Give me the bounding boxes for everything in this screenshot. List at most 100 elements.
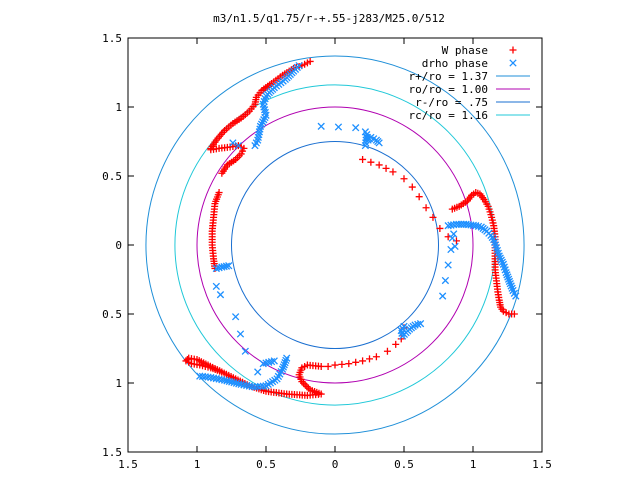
w-phase-point (375, 161, 383, 169)
drho-phase-point (444, 222, 452, 230)
drho-phase-point (281, 358, 289, 367)
drho-phase-point (254, 383, 262, 391)
drho-phase-point (416, 320, 425, 328)
w-phase-point (392, 340, 400, 348)
drho-phase-point (262, 111, 270, 119)
w-phase-point (207, 146, 215, 154)
drho-phase-point (245, 382, 254, 390)
drho-phase-point (280, 361, 288, 369)
drho-phase-point (254, 133, 262, 142)
drho-phase-point (255, 130, 263, 139)
drho-phase-point (251, 141, 259, 150)
drho-phase-point (448, 234, 456, 242)
w-phase-point (422, 204, 430, 212)
w-phase-point (211, 264, 219, 272)
x-tick-label: 0 (332, 458, 339, 471)
w-phase-point (359, 155, 367, 163)
circle-1 (196, 106, 474, 384)
drho-phase-point (229, 139, 237, 147)
drho-phase-point (234, 141, 243, 150)
w-phase-point (367, 158, 375, 166)
legend-label: r+/ro = 1.37 (409, 70, 488, 83)
drho-phase-point (259, 360, 267, 368)
drho-phase-point (196, 372, 204, 380)
drho-phase-point (251, 383, 259, 391)
y-tick-label: 1 (115, 101, 122, 114)
drho-phase-point (512, 292, 520, 300)
w-phase-point (324, 362, 332, 370)
drho-phase-point (215, 375, 223, 383)
x-tick-label: 1 (194, 458, 201, 471)
legend-label: W phase (442, 44, 488, 57)
drho-phase-point (438, 292, 447, 300)
drho-phase-point (502, 268, 510, 277)
drho-phase-point (447, 221, 455, 229)
drho-phase-point (505, 277, 514, 286)
w-phase-point (306, 57, 314, 65)
w-phase-point (510, 310, 518, 318)
w-phase-point (331, 361, 339, 369)
y-tick-label: 1.5 (102, 32, 122, 45)
drho-phase-point (254, 368, 262, 376)
legend-label: drho phase (422, 57, 488, 70)
drho-phase-point (241, 347, 249, 355)
drho-phase-point (259, 118, 267, 126)
drho-phase-point (231, 313, 240, 321)
w-phase-point (359, 357, 367, 365)
drho-phase-point (212, 282, 220, 291)
drho-phase-point (361, 128, 370, 136)
x-tick-label: 0.5 (256, 458, 276, 471)
w-phase-point (383, 347, 391, 355)
drho-phase-point (212, 264, 220, 273)
w-phase-point (389, 168, 397, 176)
drho-phase-point (248, 382, 256, 391)
drho-phase-point (451, 242, 459, 251)
w-phase-point (301, 381, 309, 389)
legend-label: rc/ro = 1.16 (409, 109, 488, 122)
w-phase-point (303, 383, 311, 391)
drho-phase-point (255, 128, 264, 136)
x-tick-label: 0.5 (394, 458, 414, 471)
x-tick-label: 1.5 (532, 458, 552, 471)
drho-phase-point (447, 245, 455, 254)
chart-title: m3/n1.5/q1.75/r-+.55-j283/M25.0/512 (213, 12, 445, 25)
w-phase-point (372, 353, 380, 361)
drho-phase-point (441, 276, 450, 285)
drho-phase-point (261, 113, 269, 122)
x-tick-label: 1.5 (118, 458, 138, 471)
y-tick-label: 1.5 (102, 446, 122, 459)
drho-phase-point (256, 122, 265, 130)
drho-phase-point (279, 363, 288, 371)
y-tick-label: 0 (115, 239, 122, 252)
drho-phase-point (450, 230, 458, 238)
w-phase-point (352, 358, 360, 366)
drho-phase-point (498, 258, 506, 266)
drho-phase-point (256, 125, 264, 133)
w-phase-point (452, 237, 460, 245)
w-phase-point (415, 193, 423, 201)
w-phase-point (400, 175, 408, 183)
drho-phase-point (212, 374, 220, 383)
legend-swatch (509, 46, 517, 54)
drho-phase-point (506, 279, 514, 288)
drho-phase-point (504, 275, 513, 283)
legend-label: ro/ro = 1.00 (409, 83, 488, 96)
drho-phase-point (257, 120, 266, 128)
legend-label: r-/ro = .75 (415, 96, 488, 109)
drho-phase-point (334, 123, 343, 131)
w-phase-point (397, 335, 405, 343)
w-phase-point (429, 213, 437, 221)
axis-ticks: 1.5 1 0.5 0 0.5 1 1.51.510.500.511.5 (102, 32, 552, 471)
w-phase-point (408, 183, 416, 191)
drho-phase-point (495, 252, 503, 260)
drho-phase-series (196, 61, 520, 391)
w-phase-point (218, 368, 226, 376)
drho-phase-point (209, 374, 218, 382)
drho-phase-point (198, 372, 207, 381)
w-phase-point (338, 360, 346, 368)
circle-0 (145, 55, 525, 435)
w-phase-point (366, 355, 373, 363)
drho-phase-point (260, 116, 268, 124)
